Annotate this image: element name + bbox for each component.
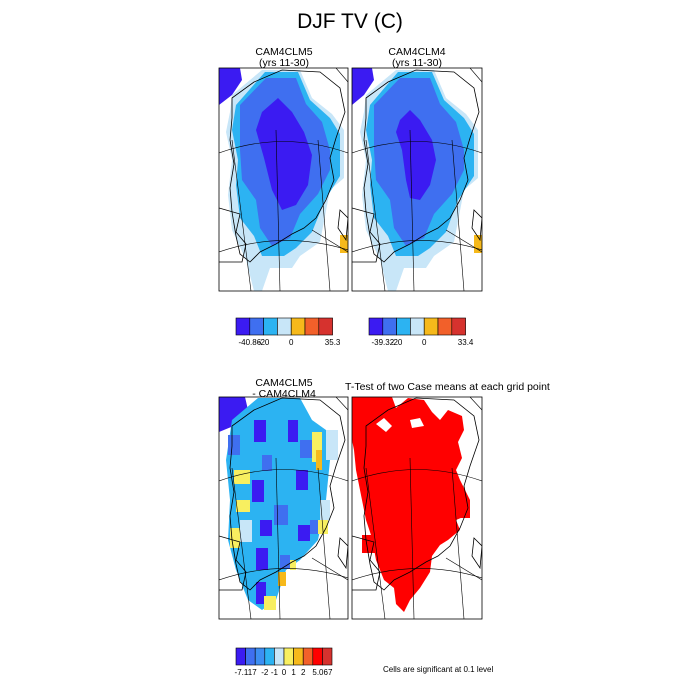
panel-2-overlay	[352, 68, 482, 291]
cb2-swatch-3	[410, 317, 425, 336]
panel-1-title: CAM4CLM5 (yrs 11-30)	[219, 47, 349, 69]
cb2-label-1: -20	[391, 338, 403, 347]
panel-2-subtitle: (yrs 11-30)	[392, 57, 442, 69]
panel-2-map	[352, 68, 482, 291]
cb2-label-3: 33.4	[458, 338, 474, 347]
panel-3-map	[219, 397, 348, 619]
cb3-swatch-1	[245, 647, 256, 666]
cb2-swatch-0	[368, 317, 384, 336]
cb3-label-5: 2	[301, 668, 306, 677]
colorbar-1: -40.86-20 0 35.3	[235, 317, 341, 347]
cb1-swatch-6	[318, 317, 333, 336]
significance-note: Cells are significant at 0.1 level	[383, 665, 494, 674]
cb3-swatch-7	[302, 647, 314, 666]
cb2-label-0: -39.32	[371, 338, 394, 347]
cb1-swatch-5	[304, 317, 320, 336]
cb3-swatch-6	[293, 647, 304, 666]
panel-4-frame	[351, 396, 483, 620]
panel-4-title: T-Test of two Case means at each grid po…	[345, 381, 550, 393]
panel-1-title-text: CAM4CLM5	[255, 46, 313, 58]
panel-1-overlay	[219, 68, 348, 291]
colorbar-3: -7.117 -2 -1 0 1 2 5.067	[235, 647, 333, 677]
cb2-swatch-6	[451, 317, 466, 336]
panel-2-title-text: CAM4CLM4	[388, 46, 446, 58]
panel-3-title: CAM4CLM5 - CAM4CLM4	[219, 378, 349, 400]
colorbar-2: -39.32-20 0 33.4	[368, 317, 474, 347]
cb3-label-4: 1	[291, 668, 296, 677]
cb1-swatch-3	[277, 317, 292, 336]
cb1-swatch-4	[290, 317, 306, 336]
cb2-swatch-5	[437, 317, 453, 336]
cb3-label-0: -7.117	[235, 668, 258, 677]
cb3-swatch-5	[283, 647, 294, 666]
cb1-label-3: 35.3	[325, 338, 341, 347]
panel-2-frame	[351, 67, 483, 292]
cb3-swatch-9	[322, 647, 333, 666]
cb3-swatch-4	[274, 647, 285, 666]
panel-1-subtitle: (yrs 11-30)	[259, 57, 309, 69]
cb2-swatch-4	[423, 317, 439, 336]
panel-3-overlay	[219, 397, 348, 619]
cb3-swatch-3	[264, 647, 275, 666]
page-title: DJF TV (C)	[297, 10, 403, 33]
panel-1-frame	[218, 67, 349, 292]
cb1-swatch-2	[263, 317, 278, 336]
cb3-swatch-2	[254, 647, 266, 666]
cb3-label-3: 0	[282, 668, 287, 677]
cb3-label-2: -1	[271, 668, 279, 677]
panel-4-overlay	[352, 397, 482, 619]
panel-1-map	[219, 68, 348, 291]
panel-2-title: CAM4CLM4 (yrs 11-30)	[352, 47, 482, 69]
cb2-swatch-2	[396, 317, 411, 336]
panel-3-subtitle: - CAM4CLM4	[252, 388, 316, 400]
panel-4-map	[352, 397, 482, 619]
cb1-label-1: -20	[258, 338, 270, 347]
cb2-label-2: 0	[422, 338, 427, 347]
panel-3-title-text: CAM4CLM5	[255, 377, 313, 389]
panel-3-frame	[218, 396, 349, 620]
cb1-label-0: -40.86	[238, 338, 261, 347]
cb3-label-6: 5.067	[312, 668, 333, 677]
cb1-label-2: 0	[289, 338, 294, 347]
cb3-swatch-8	[312, 647, 323, 666]
cb3-swatch-0	[235, 647, 246, 666]
cb2-swatch-1	[382, 317, 397, 336]
cb1-swatch-0	[235, 317, 251, 336]
cb3-label-1: -2	[261, 668, 269, 677]
cb1-swatch-1	[249, 317, 264, 336]
